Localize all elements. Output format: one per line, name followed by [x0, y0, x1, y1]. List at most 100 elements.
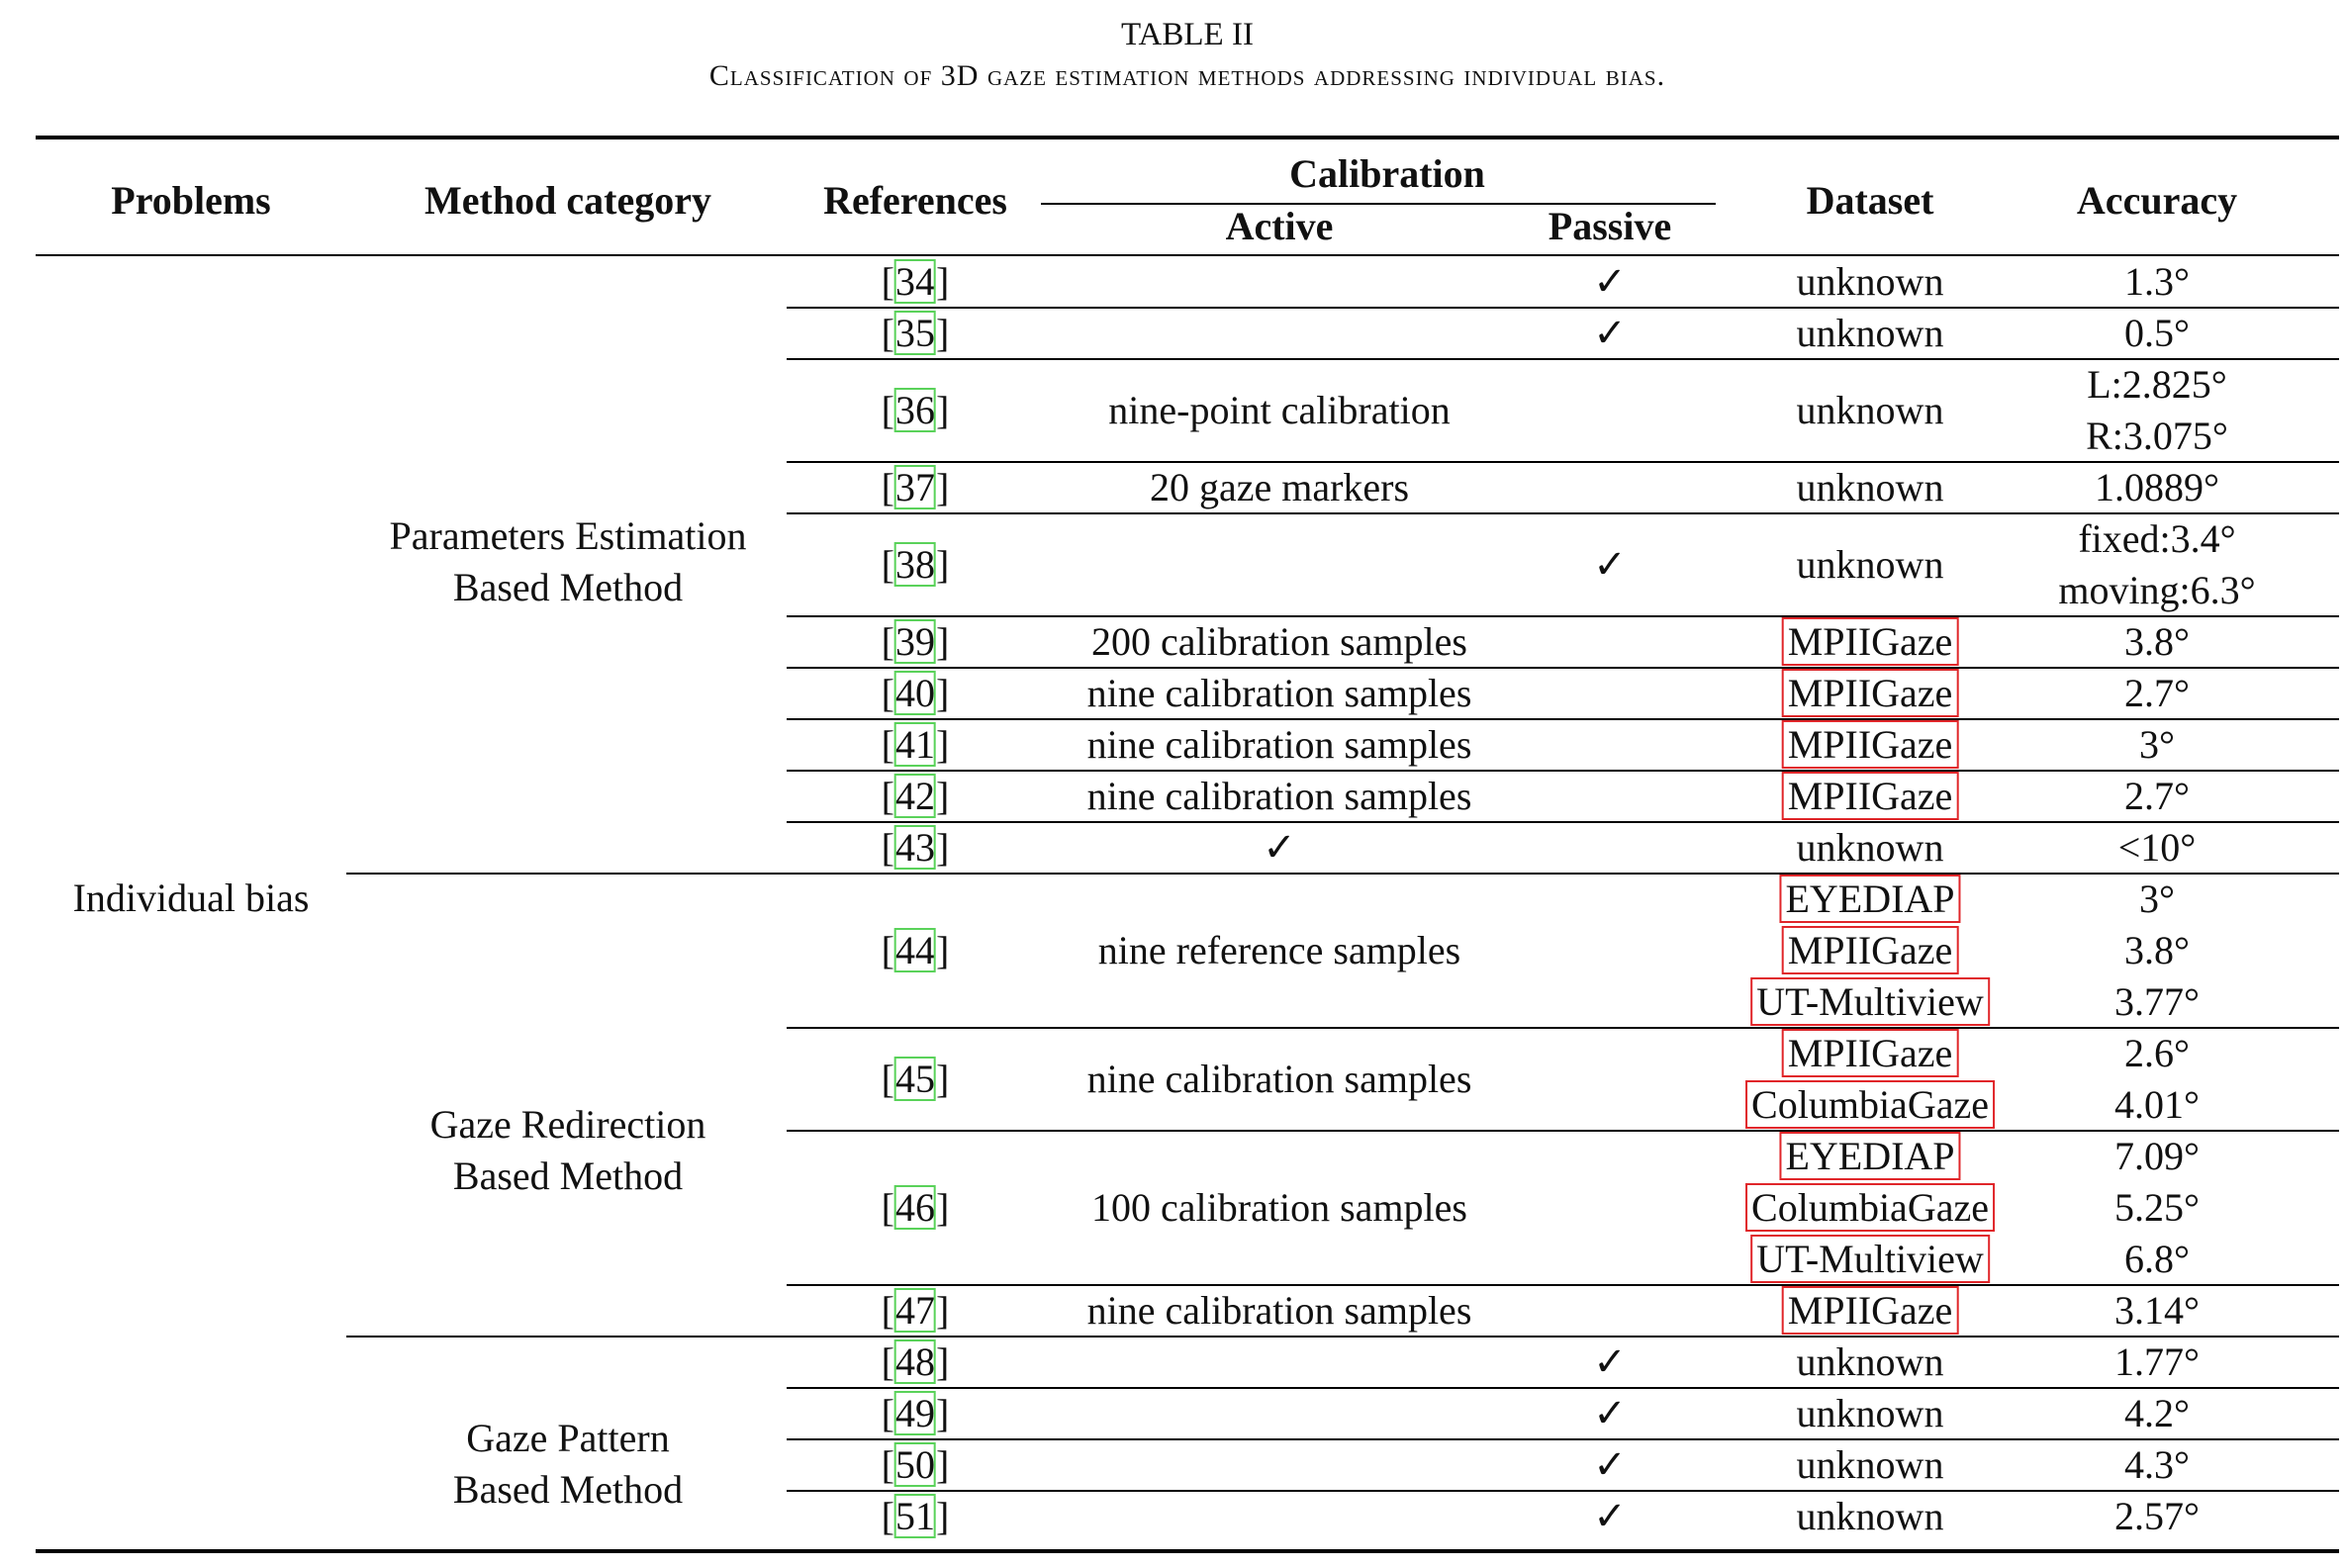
dataset-cell[interactable]: MPIIGaze — [1781, 616, 1959, 668]
dataset-link[interactable]: EYEDIAP — [1779, 875, 1961, 923]
reference-link[interactable]: 47 — [894, 1288, 936, 1333]
dataset-cell[interactable]: MPIIGaze — [1781, 925, 1959, 976]
dataset-name: unknown — [1796, 1442, 1944, 1487]
reference-cell[interactable]: [45] — [881, 1056, 949, 1103]
dataset-link[interactable]: UT-Multiview — [1750, 977, 1990, 1026]
reference-cell[interactable]: [48] — [881, 1338, 949, 1386]
reference-link[interactable]: 37 — [894, 465, 936, 509]
reference-link[interactable]: 36 — [894, 388, 936, 432]
dataset-link[interactable]: MPIIGaze — [1781, 926, 1959, 974]
dataset-link[interactable]: EYEDIAP — [1779, 1132, 1961, 1180]
dataset-name: unknown — [1796, 1494, 1944, 1538]
reference-link[interactable]: 38 — [894, 542, 936, 587]
reference-cell[interactable]: [42] — [882, 773, 950, 820]
reference-cell[interactable]: [34] — [882, 258, 949, 306]
reference-link[interactable]: 44 — [894, 928, 936, 972]
accuracy-cell: 1.77° — [2114, 1339, 2200, 1384]
category-gaze-redirection: Gaze Redirection Based Method — [430, 1099, 706, 1202]
reference-link[interactable]: 43 — [894, 825, 936, 870]
category-line: Gaze Redirection — [429, 1102, 706, 1147]
reference-cell[interactable]: [51] — [882, 1493, 950, 1540]
dataset-cell[interactable]: EYEDIAP — [1779, 1131, 1961, 1182]
dataset-link[interactable]: ColumbiaGaze — [1745, 1183, 1995, 1232]
passive-check-mark: ✓ — [1593, 1391, 1627, 1435]
dataset-cell[interactable]: MPIIGaze — [1781, 668, 1959, 719]
dataset-cell[interactable]: ColumbiaGaze — [1745, 1182, 1995, 1234]
bracket: [ — [881, 1185, 894, 1230]
bracket: ] — [936, 1494, 950, 1538]
reference-cell[interactable]: [35] — [882, 310, 950, 357]
table-title: Classification of 3D gaze estimation met… — [708, 59, 1666, 92]
bracket: [ — [881, 1057, 894, 1101]
reference-cell[interactable]: [40] — [882, 670, 949, 717]
dataset-cell[interactable]: MPIIGaze — [1781, 1285, 1959, 1337]
reference-link[interactable]: 49 — [894, 1391, 936, 1435]
dataset-link[interactable]: UT-Multiview — [1750, 1235, 1990, 1283]
reference-link[interactable]: 50 — [894, 1442, 936, 1487]
active-check-mark: ✓ — [1263, 825, 1296, 870]
active-calibration-cell: nine calibration samples — [1086, 774, 1472, 818]
category-line: Gaze Pattern — [466, 1416, 670, 1460]
bracket: [ — [881, 1288, 894, 1333]
reference-cell[interactable]: [39] — [881, 618, 949, 666]
category-line: Based Method — [452, 565, 684, 609]
table-header-rule — [36, 254, 2339, 256]
reference-link[interactable]: 39 — [894, 619, 936, 664]
dataset-name: unknown — [1796, 311, 1944, 355]
accuracy-cell: <10° — [2117, 825, 2197, 870]
reference-cell[interactable]: [36] — [881, 387, 949, 434]
reference-cell[interactable]: [38] — [882, 541, 949, 589]
dataset-name: unknown — [1796, 259, 1944, 304]
row-rule — [787, 512, 2339, 514]
dataset-cell: unknown — [1797, 256, 1944, 308]
bracket: [ — [881, 388, 894, 432]
bracket: [ — [881, 619, 894, 664]
reference-link[interactable]: 41 — [894, 722, 936, 767]
bracket: [ — [881, 928, 894, 972]
dataset-cell[interactable]: ColumbiaGaze — [1745, 1079, 1995, 1131]
reference-link[interactable]: 42 — [894, 774, 936, 818]
dataset-link[interactable]: MPIIGaze — [1781, 720, 1959, 769]
reference-cell[interactable]: [46] — [881, 1184, 949, 1232]
calibration-rule — [1041, 203, 1716, 205]
dataset-cell: unknown — [1797, 1388, 1944, 1439]
dataset-link[interactable]: MPIIGaze — [1781, 1029, 1959, 1077]
reference-link[interactable]: 34 — [894, 259, 936, 304]
dataset-link[interactable]: MPIIGaze — [1781, 1286, 1959, 1335]
bracket: ] — [936, 1442, 950, 1487]
dataset-cell[interactable]: UT-Multiview — [1750, 1234, 1990, 1285]
reference-cell[interactable]: [43] — [882, 824, 949, 872]
reference-cell[interactable]: [50] — [881, 1441, 950, 1489]
dataset-link[interactable]: ColumbiaGaze — [1745, 1080, 1995, 1129]
dataset-name: unknown — [1796, 825, 1944, 870]
reference-cell[interactable]: [41] — [882, 721, 949, 769]
dataset-link[interactable]: MPIIGaze — [1781, 772, 1959, 820]
reference-link[interactable]: 48 — [894, 1339, 936, 1384]
bracket: [ — [881, 1442, 894, 1487]
active-calibration-cell: 200 calibration samples — [1091, 619, 1467, 664]
reference-link[interactable]: 45 — [894, 1057, 936, 1101]
bracket: ] — [936, 774, 950, 818]
bracket: ] — [936, 311, 950, 355]
active-calibration-cell: nine calibration samples — [1086, 671, 1472, 715]
dataset-cell[interactable]: UT-Multiview — [1750, 976, 1990, 1028]
bracket: [ — [881, 1339, 894, 1384]
dataset-link[interactable]: MPIIGaze — [1781, 617, 1959, 666]
reference-cell[interactable]: [37] — [882, 464, 949, 511]
problem-label: Individual bias — [72, 876, 310, 920]
dataset-cell: unknown — [1797, 308, 1944, 359]
dataset-link[interactable]: MPIIGaze — [1781, 669, 1959, 717]
active-calibration-cell: 20 gaze markers — [1149, 465, 1410, 509]
dataset-cell[interactable]: MPIIGaze — [1781, 1028, 1959, 1079]
reference-cell[interactable]: [47] — [881, 1287, 949, 1335]
reference-cell[interactable]: [49] — [882, 1390, 949, 1437]
dataset-cell[interactable]: EYEDIAP — [1779, 874, 1961, 925]
accuracy-cell: 6.8° — [2124, 1237, 2190, 1281]
reference-link[interactable]: 46 — [894, 1185, 936, 1230]
dataset-cell[interactable]: MPIIGaze — [1781, 771, 1959, 822]
reference-link[interactable]: 40 — [894, 671, 936, 715]
reference-cell[interactable]: [44] — [881, 927, 949, 974]
dataset-cell[interactable]: MPIIGaze — [1781, 719, 1959, 771]
reference-link[interactable]: 35 — [894, 311, 936, 355]
reference-link[interactable]: 51 — [894, 1494, 936, 1538]
